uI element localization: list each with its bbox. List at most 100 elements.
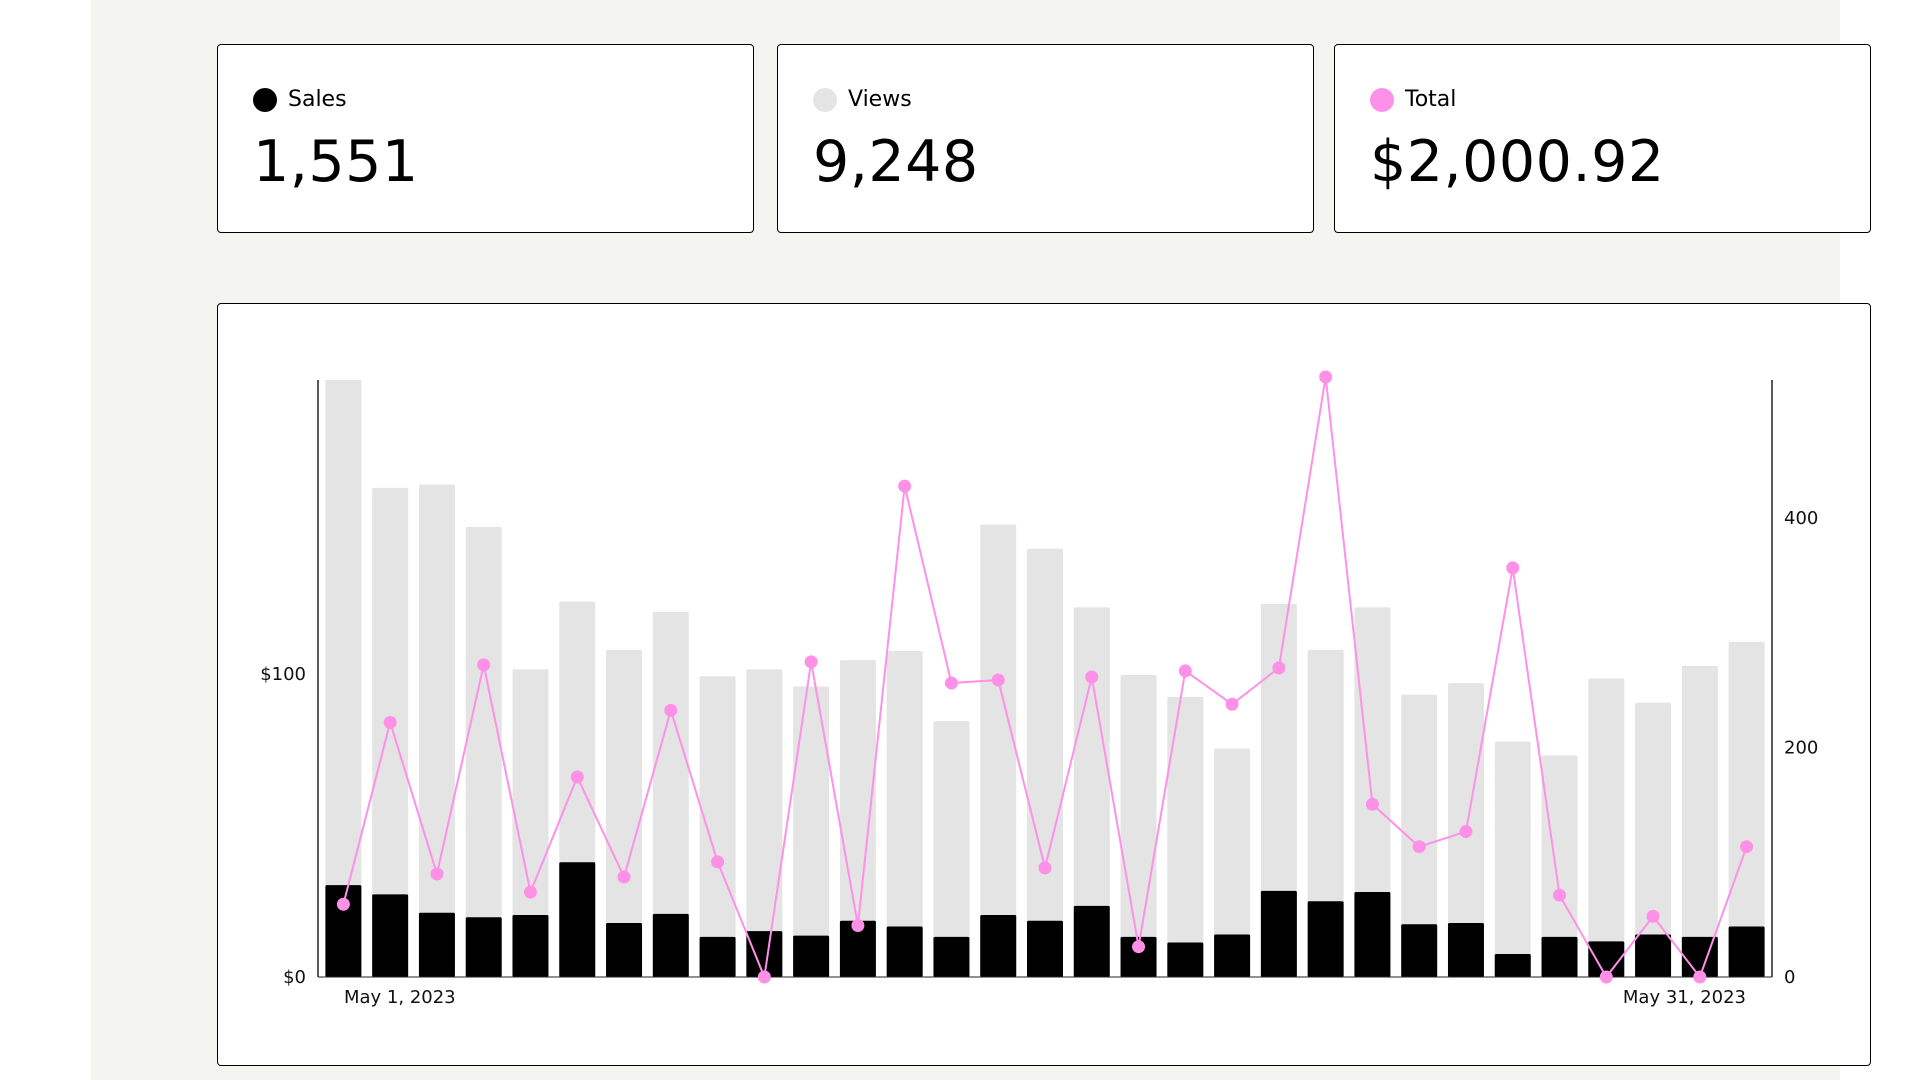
sales-bar — [1635, 934, 1672, 977]
total-point — [944, 676, 958, 690]
total-point — [804, 655, 818, 669]
total-point — [1365, 797, 1379, 811]
right-tick-label: 0 — [1784, 967, 1795, 988]
x-end-label: May 31, 2023 — [1623, 987, 1746, 1008]
views-bar — [1260, 603, 1297, 977]
views-bar — [1214, 748, 1251, 977]
sales-views-total-chart: $0 $100 0 200 400 May 1, 2023 May 31, 2023 — [260, 370, 1818, 1008]
sales-bar — [1354, 892, 1391, 977]
views-bar — [933, 720, 970, 977]
total-point — [898, 479, 912, 493]
views-bar — [1073, 607, 1110, 977]
sales-summary-card: Sales 1,551 — [217, 44, 754, 233]
dashboard-panel: Sales 1,551 Views 9,248 Total $2,000.92 … — [91, 0, 1871, 1080]
sales-bar — [746, 931, 783, 977]
sales-bar — [1447, 923, 1484, 977]
total-point — [1178, 664, 1192, 678]
sales-bar — [465, 917, 502, 977]
total-point — [1740, 840, 1754, 854]
views-bar — [980, 524, 1017, 977]
x-start-label: May 1, 2023 — [344, 987, 456, 1008]
left-tick-label: $100 — [260, 664, 306, 685]
right-tick-label: 200 — [1784, 737, 1818, 758]
sales-bar — [699, 936, 736, 977]
sales-dot-icon — [253, 88, 277, 112]
views-bar — [1167, 696, 1204, 977]
sales-bar — [1494, 954, 1531, 977]
sales-bar — [1120, 936, 1157, 977]
total-point — [383, 715, 397, 729]
total-point — [523, 885, 537, 899]
sales-bar — [512, 915, 549, 977]
total-point — [1646, 909, 1660, 923]
views-bar — [1354, 607, 1391, 977]
total-point — [664, 703, 678, 717]
views-bar — [465, 526, 502, 977]
sales-bar — [325, 885, 362, 977]
total-point — [570, 770, 584, 784]
sales-legend: Sales — [253, 88, 347, 112]
views-bar — [1635, 702, 1672, 977]
total-summary-card: Total $2,000.92 — [1334, 44, 1871, 233]
sales-bar — [886, 926, 923, 977]
sales-bar — [980, 915, 1017, 977]
total-point — [1319, 370, 1333, 384]
total-point — [851, 918, 865, 932]
total-point — [757, 970, 771, 984]
views-bar — [1120, 675, 1157, 977]
sales-bar — [606, 923, 643, 977]
views-bar — [793, 686, 830, 977]
views-bar — [1541, 755, 1578, 977]
sales-bar — [652, 913, 689, 977]
views-dot-icon — [813, 88, 837, 112]
views-bar — [1307, 649, 1344, 977]
sales-bar — [1073, 905, 1110, 977]
total-value: $2,000.92 — [1370, 129, 1665, 195]
views-bar — [418, 484, 455, 977]
total-point — [1693, 970, 1707, 984]
total-label: Total — [1405, 87, 1457, 112]
sales-bar — [1027, 920, 1063, 977]
sales-bar — [1214, 934, 1251, 977]
sales-bar — [1588, 941, 1625, 977]
views-bar — [746, 669, 783, 977]
sales-label: Sales — [288, 87, 347, 112]
total-point — [991, 673, 1005, 687]
total-point — [1085, 670, 1099, 684]
sales-bar — [793, 935, 830, 977]
views-bar — [699, 676, 736, 977]
views-bar — [325, 380, 362, 977]
total-point — [1599, 970, 1613, 984]
total-legend: Total — [1370, 88, 1456, 112]
total-point — [617, 870, 631, 884]
views-bar — [1728, 641, 1765, 977]
right-tick-label: 400 — [1784, 508, 1818, 529]
views-bar — [839, 660, 876, 977]
total-dot-icon — [1370, 88, 1394, 112]
sales-bar — [1167, 942, 1204, 977]
sales-bar — [1401, 924, 1438, 977]
views-value: 9,248 — [813, 129, 979, 195]
chart-card: $0 $100 0 200 400 May 1, 2023 May 31, 2023 — [217, 303, 1871, 1066]
views-legend: Views — [813, 88, 912, 112]
views-bar — [1588, 678, 1625, 977]
sales-bar — [933, 936, 970, 977]
sales-bar — [1307, 901, 1344, 977]
total-point — [1412, 840, 1426, 854]
sales-bar — [1260, 890, 1297, 977]
total-point — [1272, 661, 1286, 675]
views-bar — [1027, 548, 1063, 977]
views-summary-card: Views 9,248 — [777, 44, 1314, 233]
total-point — [1038, 861, 1052, 875]
views-bar — [606, 649, 643, 977]
total-point — [477, 658, 491, 672]
total-point — [1459, 825, 1473, 839]
total-point — [711, 855, 725, 869]
total-point — [1506, 561, 1520, 575]
views-label: Views — [848, 87, 912, 112]
views-bar — [1401, 694, 1438, 977]
sales-value: 1,551 — [253, 129, 419, 195]
sales-bar — [839, 920, 876, 977]
views-bar — [1494, 741, 1531, 977]
views-bar — [1681, 665, 1718, 977]
